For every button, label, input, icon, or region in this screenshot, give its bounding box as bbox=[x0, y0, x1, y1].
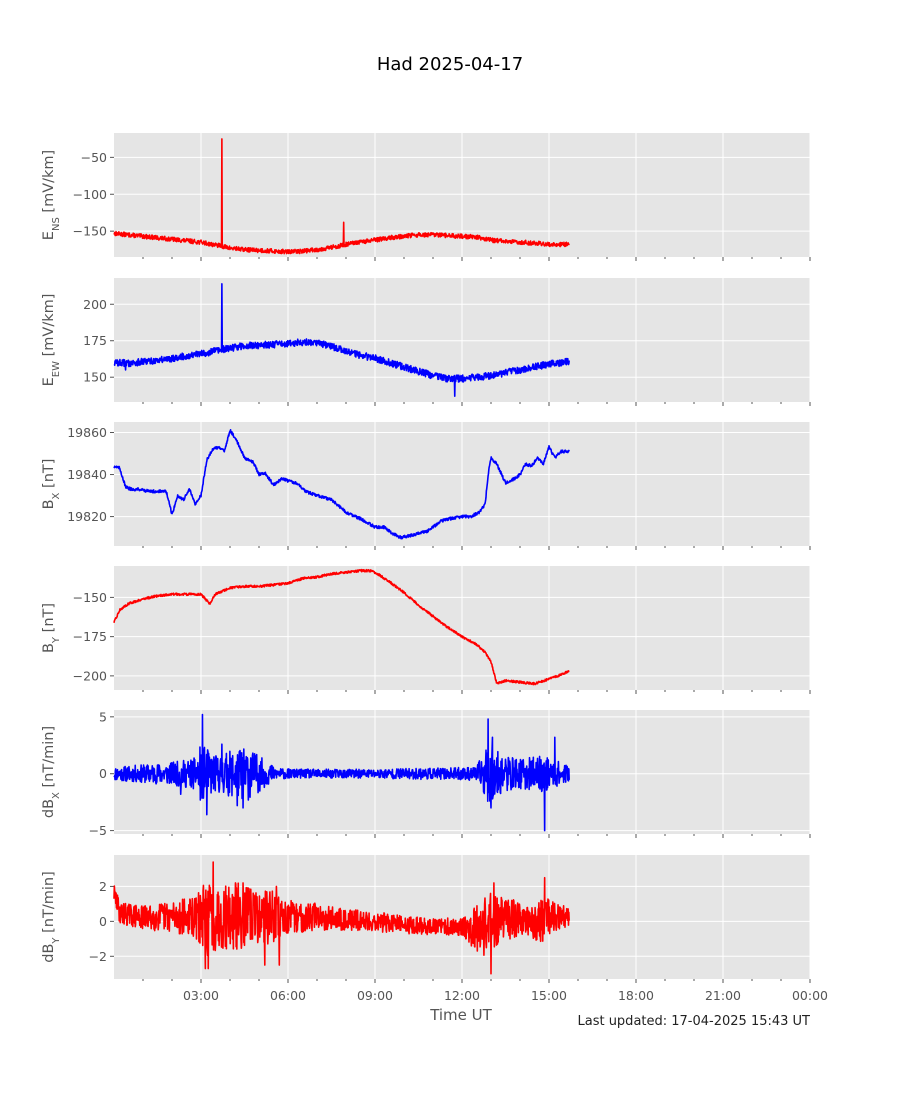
x-tick-label: 15:00 bbox=[531, 988, 567, 1003]
panel-dbx: −5 0 5 dBX [nT/min] bbox=[41, 709, 811, 838]
x-tick-label: 18:00 bbox=[618, 988, 654, 1003]
y-tick-label: 200 bbox=[83, 297, 107, 312]
series-line-eew bbox=[113, 283, 570, 397]
y-axis-label-main: B bbox=[41, 643, 57, 653]
x-tick-label: 06:00 bbox=[270, 988, 306, 1003]
last-updated-text: Last updated: 17-04-2025 15:43 UT bbox=[577, 1014, 810, 1029]
x-tick-label: 21:00 bbox=[705, 988, 741, 1003]
y-axis-label-subscript: X bbox=[51, 492, 62, 499]
y-axis-label: BY [nT] bbox=[41, 603, 62, 653]
y-axis-label-subscript: EW bbox=[51, 361, 62, 377]
x-tick-label: 12:00 bbox=[444, 988, 480, 1003]
y-tick-label: −175 bbox=[73, 629, 107, 644]
y-axis-label-unit: [nT/min] bbox=[41, 726, 57, 792]
y-axis-label-unit: [nT] bbox=[41, 603, 57, 637]
y-axis-label-subscript: X bbox=[51, 792, 62, 799]
y-axis-label: ENS [mV/km] bbox=[41, 150, 62, 240]
x-tick-label: 00:00 bbox=[792, 988, 828, 1003]
y-tick-label: 0 bbox=[99, 914, 107, 929]
x-axis: 03:00 06:00 09:00 12:00 15:00 18:00 21:00 00:00 bbox=[183, 988, 828, 1003]
panel-ens: −150 −100 −50 ENS [mV/km] bbox=[41, 133, 811, 261]
series-line-by bbox=[113, 568, 570, 686]
y-tick-label: 150 bbox=[83, 370, 107, 385]
y-axis-label: dBY [nT/min] bbox=[41, 871, 62, 962]
y-tick-label: −150 bbox=[73, 224, 107, 239]
y-tick-label: 2 bbox=[99, 879, 107, 894]
y-axis-label: dBX [nT/min] bbox=[41, 726, 62, 818]
y-tick-label: 19840 bbox=[67, 467, 107, 482]
y-axis-label-subscript: NS bbox=[51, 217, 62, 231]
y-tick-label: −2 bbox=[89, 949, 107, 964]
y-axis-label-unit: [mV/km] bbox=[41, 150, 57, 217]
y-axis-label-main: E bbox=[41, 231, 57, 240]
y-tick-label: −50 bbox=[81, 150, 107, 165]
y-tick-label: −5 bbox=[89, 823, 107, 838]
x-tick-label: 09:00 bbox=[357, 988, 393, 1003]
panel-by: −200 −175 −150 BY [nT] bbox=[41, 566, 811, 694]
series-line-ens bbox=[113, 138, 570, 255]
panel-bx: 19820 19840 19860 BX [nT] bbox=[41, 422, 811, 550]
series-line-dby bbox=[113, 861, 570, 975]
y-axis-label: BX [nT] bbox=[41, 459, 62, 510]
y-axis-label-subscript: Y bbox=[51, 937, 62, 945]
y-tick-label: 19860 bbox=[67, 425, 107, 440]
y-axis-label-main: dB bbox=[41, 944, 57, 963]
x-axis-label: Time UT bbox=[429, 1006, 492, 1024]
y-tick-label: 175 bbox=[83, 333, 107, 348]
y-axis-label-unit: [nT] bbox=[41, 459, 57, 493]
series-line-dbx bbox=[113, 713, 570, 832]
x-tick-label: 03:00 bbox=[183, 988, 219, 1003]
y-axis-label: EEW [mV/km] bbox=[41, 294, 62, 387]
chart-title: Had 2025-04-17 bbox=[377, 54, 523, 75]
y-tick-label: −150 bbox=[73, 590, 107, 605]
y-axis-label-main: dB bbox=[41, 799, 57, 818]
y-axis-label-main: E bbox=[41, 377, 57, 386]
y-axis-label-main: B bbox=[41, 499, 57, 509]
y-tick-label: 0 bbox=[99, 766, 107, 781]
y-axis-label-subscript: Y bbox=[51, 636, 62, 644]
y-axis-label-unit: [nT/min] bbox=[41, 871, 57, 937]
panel-eew: 150 175 200 EEW [mV/km] bbox=[41, 278, 811, 406]
y-tick-label: 19820 bbox=[67, 509, 107, 524]
y-tick-label: 5 bbox=[99, 709, 107, 724]
panel-dby: −2 0 2 dBY [nT/min] bbox=[41, 855, 811, 983]
series-line-bx bbox=[113, 429, 570, 540]
y-axis-label-unit: [mV/km] bbox=[41, 294, 57, 361]
y-tick-label: −200 bbox=[73, 668, 107, 683]
y-tick-label: −100 bbox=[73, 187, 107, 202]
